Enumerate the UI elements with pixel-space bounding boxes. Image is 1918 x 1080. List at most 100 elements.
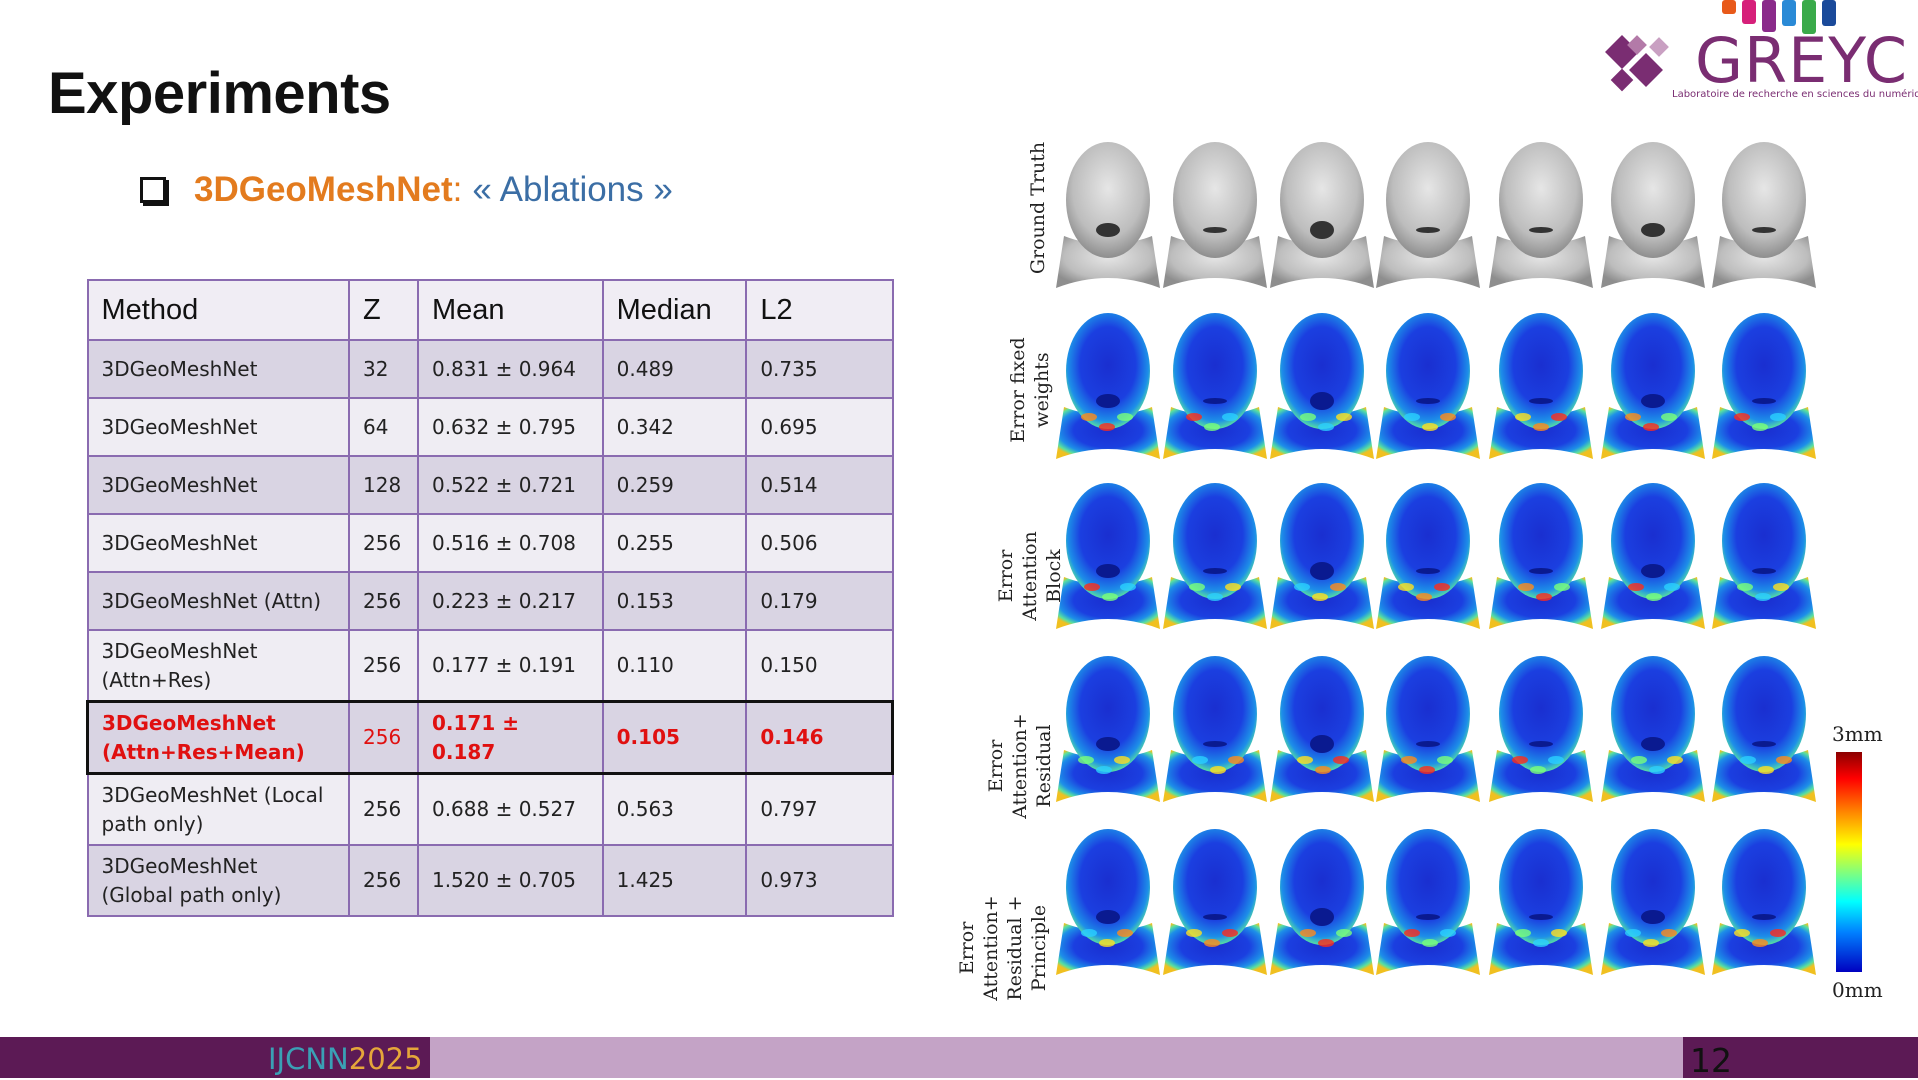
cell-mean: 0.177 ± 0.191 (416, 629, 604, 703)
cell-z: 256 (348, 700, 419, 775)
error-map-face (1056, 313, 1160, 459)
cell-median: 0.489 (601, 339, 748, 399)
cell-l2: 0.973 (745, 844, 894, 917)
table-row: 3DGeoMeshNet 64 0.632 ± 0.795 0.342 0.69… (86, 397, 894, 457)
conference-prefix: IJCNN (268, 1042, 349, 1076)
error-map-face (1163, 829, 1267, 975)
footer-bar: IJCNN2025 12 (0, 1037, 1918, 1080)
face-grid (1056, 142, 1816, 975)
header-median: Median (601, 279, 748, 341)
cell-l2: 0.797 (745, 772, 894, 846)
greyc-logo (1605, 0, 1836, 92)
cell-l2: 0.514 (745, 455, 894, 515)
row-label-attention-block: Error Attention Block (995, 531, 1065, 621)
header-z: Z (348, 279, 419, 341)
error-map-face (1056, 829, 1160, 975)
table-row: 3DGeoMeshNet 32 0.831 ± 0.964 0.489 0.73… (86, 339, 894, 399)
error-map-face (1601, 656, 1705, 802)
cell-method: 3DGeoMeshNet (Attn+Res) (86, 629, 351, 703)
error-colorbar (1836, 752, 1862, 972)
error-map-face (1376, 483, 1480, 629)
cell-l2: 0.179 (745, 571, 894, 631)
error-map-face (1163, 313, 1267, 459)
ground-truth-face (1489, 142, 1593, 288)
table-row: 3DGeoMeshNet 256 0.516 ± 0.708 0.255 0.5… (86, 513, 894, 573)
error-map-face (1270, 656, 1374, 802)
cell-method: 3DGeoMeshNet (86, 455, 351, 515)
cell-median: 0.255 (601, 513, 748, 573)
error-map-face (1270, 313, 1374, 459)
checkbox-bullet-icon (140, 177, 166, 203)
cell-method: 3DGeoMeshNet (86, 397, 351, 457)
error-map-face (1601, 483, 1705, 629)
cell-l2: 0.695 (745, 397, 894, 457)
cell-median: 1.425 (601, 844, 748, 917)
cell-median: 0.105 (601, 700, 748, 775)
error-map-face (1712, 829, 1816, 975)
cell-method: 3DGeoMeshNet (Attn) (86, 571, 351, 631)
table-row: 3DGeoMeshNet (Global path only) 256 1.52… (86, 844, 894, 917)
error-map-face (1601, 829, 1705, 975)
cell-z: 256 (348, 629, 419, 703)
cell-median: 0.563 (601, 772, 748, 846)
table-header-row: Method Z Mean Median L2 (86, 279, 894, 341)
cell-z: 128 (348, 455, 419, 515)
table-row-best: 3DGeoMeshNet (Attn+Res+Mean) 256 0.171 ±… (86, 700, 895, 775)
error-map-face (1489, 656, 1593, 802)
cell-l2: 0.146 (745, 700, 895, 775)
ground-truth-face (1056, 142, 1160, 288)
error-map-face (1712, 483, 1816, 629)
cell-median: 0.110 (601, 629, 748, 703)
error-map-face (1056, 656, 1160, 802)
error-map-face (1376, 829, 1480, 975)
conference-year: 2025 (348, 1042, 423, 1076)
table-row: 3DGeoMeshNet (Attn) 256 0.223 ± 0.217 0.… (86, 571, 894, 631)
cell-method: 3DGeoMeshNet (Local path only) (86, 772, 351, 846)
bullet-separator: : (452, 170, 463, 209)
error-map-face (1056, 483, 1160, 629)
header-method: Method (86, 279, 351, 341)
bullet-subtitle: « Ablations » (472, 170, 673, 209)
error-map-face (1489, 313, 1593, 459)
row-label-attention-residual: Error Attention+ Residual (985, 713, 1055, 819)
cell-median: 0.259 (601, 455, 748, 515)
table-row: 3DGeoMeshNet (Attn+Res) 256 0.177 ± 0.19… (86, 629, 894, 703)
cell-z: 256 (348, 772, 419, 846)
cell-method: 3DGeoMeshNet (Global path only) (86, 844, 351, 917)
error-map-face (1489, 829, 1593, 975)
error-map-face (1270, 829, 1374, 975)
row-label-fixed-weights: Error fixed weights (1007, 337, 1053, 443)
ablation-table: Method Z Mean Median L2 3DGeoMeshNet 32 … (86, 279, 895, 917)
cell-z: 256 (348, 513, 419, 573)
cell-l2: 0.150 (745, 629, 894, 703)
error-map-face (1163, 483, 1267, 629)
error-map-face (1376, 656, 1480, 802)
method-name: 3DGeoMeshNet (194, 170, 453, 209)
error-map-face (1601, 313, 1705, 459)
cell-median: 0.153 (601, 571, 748, 631)
ground-truth-face (1376, 142, 1480, 288)
conference-name: IJCNN2025 (268, 1042, 423, 1076)
colorbar-min-label: 0mm (1832, 978, 1883, 1002)
header-mean: Mean (416, 279, 604, 341)
page-number: 12 (1690, 1041, 1732, 1080)
cell-mean: 0.632 ± 0.795 (416, 397, 604, 457)
error-map-face (1489, 483, 1593, 629)
cell-l2: 0.506 (745, 513, 894, 573)
row-label-attention-residual-principle: Error Attention+ Residual + Principle (956, 895, 1050, 1001)
cell-mean: 0.688 ± 0.527 (416, 772, 604, 846)
cell-z: 32 (348, 339, 419, 399)
error-map-face (1712, 313, 1816, 459)
error-map-face (1163, 656, 1267, 802)
cell-median: 0.342 (601, 397, 748, 457)
ground-truth-face (1163, 142, 1267, 288)
row-label-ground-truth: Ground Truth (1027, 141, 1049, 275)
logo-tagline: Laboratoire de recherche en sciences du … (1672, 89, 1918, 100)
ground-truth-face (1712, 142, 1816, 288)
header-l2: L2 (745, 279, 894, 341)
page-number-box (1683, 1037, 1918, 1078)
cell-z: 256 (348, 571, 419, 631)
cell-method: 3DGeoMeshNet (86, 339, 351, 399)
cell-mean: 0.171 ± 0.187 (416, 700, 604, 775)
page-title: Experiments (48, 61, 391, 126)
